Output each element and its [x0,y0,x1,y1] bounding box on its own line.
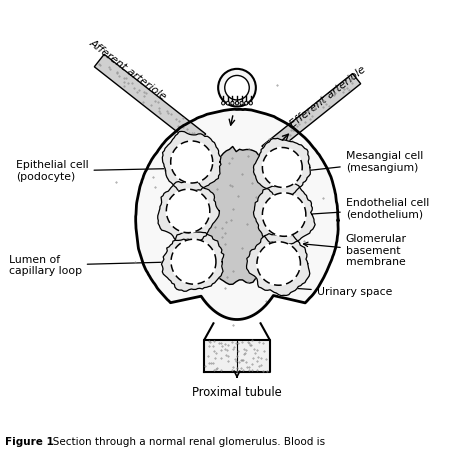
Ellipse shape [245,101,248,105]
Text: Efferent arteriole: Efferent arteriole [288,64,367,129]
Polygon shape [254,182,315,245]
Text: Proximal tubule: Proximal tubule [192,386,282,399]
Ellipse shape [236,101,238,105]
Circle shape [225,76,249,100]
Polygon shape [136,109,338,319]
Ellipse shape [231,101,234,105]
Text: Urinary space: Urinary space [281,286,392,297]
Polygon shape [166,189,210,233]
Text: Afferent arteriole: Afferent arteriole [88,38,169,102]
Text: Mesangial cell
(mesangium): Mesangial cell (mesangium) [297,151,423,174]
Polygon shape [162,131,221,192]
Text: Section through a normal renal glomerulus. Blood is: Section through a normal renal glomerulu… [43,437,325,446]
Text: Figure 1: Figure 1 [5,437,54,446]
Polygon shape [94,54,206,146]
Ellipse shape [240,101,243,105]
Polygon shape [171,239,216,284]
Polygon shape [254,138,310,197]
Polygon shape [263,193,306,236]
Circle shape [218,69,256,106]
Polygon shape [204,340,270,372]
Polygon shape [171,141,213,183]
Text: Glomerular
basement
membrane: Glomerular basement membrane [303,234,407,267]
Polygon shape [186,146,288,284]
Text: Lumen of
capillary loop: Lumen of capillary loop [9,255,180,276]
Ellipse shape [249,101,253,105]
Polygon shape [257,242,301,285]
Polygon shape [162,231,224,291]
Text: Endothelial cell
(endothelium): Endothelial cell (endothelium) [307,198,429,220]
Polygon shape [158,180,219,241]
Ellipse shape [226,101,229,105]
Ellipse shape [221,101,225,105]
Text: Epithelial cell
(podocyte): Epithelial cell (podocyte) [16,160,169,182]
Polygon shape [246,233,310,295]
Polygon shape [263,148,302,188]
Polygon shape [262,74,361,156]
